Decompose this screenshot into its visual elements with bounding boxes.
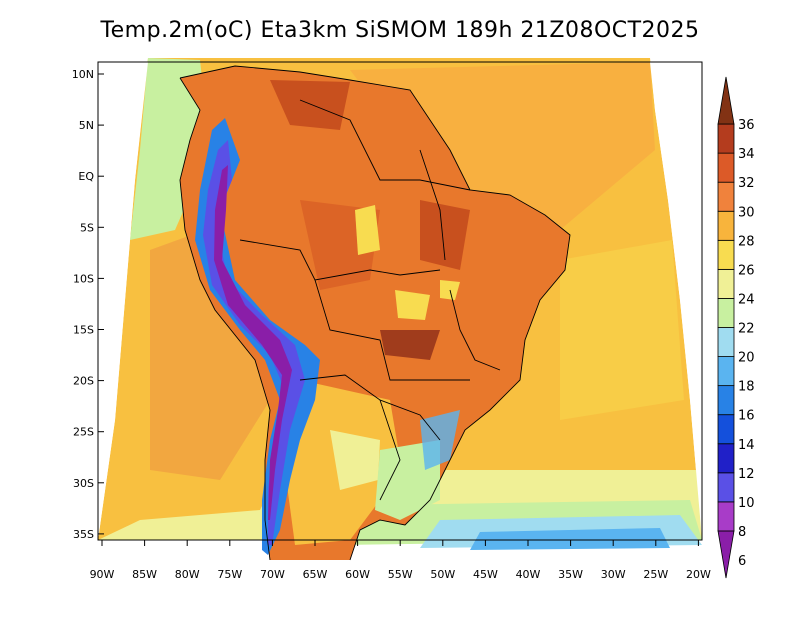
lat-label: 20S (73, 375, 94, 388)
lon-label: 30W (601, 568, 626, 581)
colorbar-swatch (717, 327, 735, 357)
colorbar-swatch (717, 443, 735, 474)
lon-label: 85W (132, 568, 157, 581)
colorbar: 6 8 10 12 14 16 18 20 22 24 26 28 30 32 34 36 (717, 76, 755, 579)
lat-label: 10S (73, 272, 94, 285)
lon-label: 25W (643, 568, 668, 581)
colorbar-swatch (717, 123, 735, 154)
lon-label: 60W (345, 568, 370, 581)
colorbar-label: 36 (738, 118, 755, 133)
colorbar-label: 24 (738, 292, 755, 307)
colorbar-label: 16 (738, 409, 755, 424)
lon-label: 20W (686, 568, 711, 581)
lat-label: 35S (73, 528, 94, 541)
colorbar-swatch (717, 152, 735, 183)
lon-label: 65W (303, 568, 328, 581)
colorbar-label: 30 (738, 205, 755, 220)
colorbar-swatch (717, 414, 735, 445)
colorbar-label: 14 (738, 438, 755, 453)
colorbar-label: 18 (738, 380, 755, 395)
colorbar-label: 10 (738, 496, 755, 511)
lon-label: 40W (516, 568, 541, 581)
colorbar-label: 12 (738, 467, 755, 482)
colorbar-label: 8 (738, 525, 746, 540)
lon-label: 75W (217, 568, 242, 581)
colorbar-swatch (717, 501, 735, 532)
lon-label: 45W (473, 568, 498, 581)
colorbar-label: 22 (738, 322, 755, 337)
lon-label: 35W (558, 568, 583, 581)
colorbar-swatch (717, 472, 735, 503)
lon-label: 90W (90, 568, 115, 581)
temperature-field (98, 58, 702, 560)
lat-label: 30S (73, 477, 94, 490)
colorbar-swatch (717, 356, 735, 387)
colorbar-swatch (717, 210, 735, 241)
longitude-axis: 90W 85W 80W 75W 70W 65W 60W 55W 50W 45W 40W 35W 30W 2… (90, 540, 711, 581)
colorbar-swatch (717, 268, 735, 299)
lat-label: 25S (73, 426, 94, 439)
lat-label: 5N (79, 119, 94, 132)
lon-label: 55W (388, 568, 413, 581)
colorbar-label: 32 (738, 176, 755, 191)
lat-label: 10N (72, 68, 94, 81)
lon-label: 50W (430, 568, 455, 581)
colorbar-label: 28 (738, 234, 755, 249)
colorbar-swatch (717, 385, 735, 416)
lat-label: 5S (80, 221, 94, 234)
colorbar-swatch (717, 298, 735, 328)
lon-label: 70W (260, 568, 285, 581)
lat-label: EQ (78, 170, 94, 183)
colorbar-swatch (717, 76, 735, 125)
lon-label: 80W (175, 568, 200, 581)
colorbar-label: 20 (738, 351, 755, 366)
colorbar-swatch (717, 181, 735, 212)
borders (179, 65, 571, 561)
colorbar-swatch (717, 239, 735, 270)
colorbar-label: 26 (738, 263, 755, 278)
latitude-axis: 10N 5N EQ 5S 10S 15S 20S 25S 30S 35S (72, 68, 104, 541)
lat-label: 15S (73, 324, 94, 337)
colorbar-label: 34 (738, 147, 755, 162)
map-title: Temp.2m(oC) Eta3km SiSMOM 189h 21Z08OCT2… (100, 18, 700, 43)
colorbar-label: 6 (738, 554, 746, 569)
colorbar-swatch (717, 530, 735, 579)
